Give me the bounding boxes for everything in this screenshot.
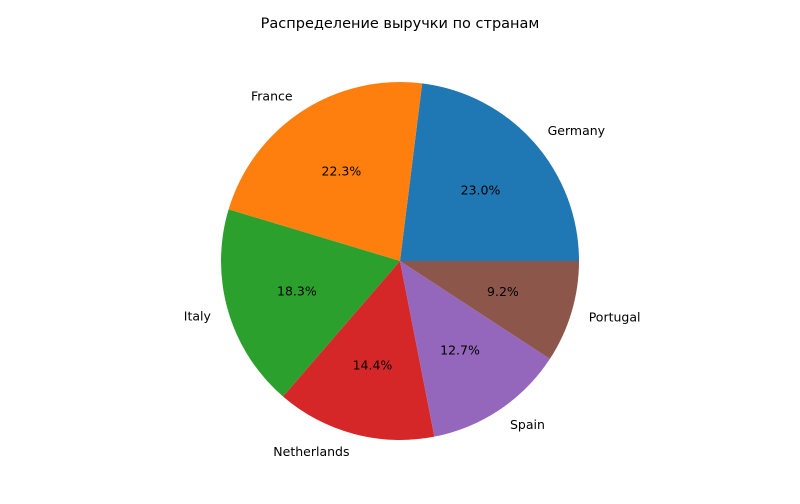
slice-label-france: France <box>251 88 293 103</box>
slice-percent-netherlands: 14.4% <box>353 357 393 372</box>
pie-slice-italy <box>221 209 400 397</box>
slice-label-germany: Germany <box>548 123 606 138</box>
pie-slice-spain <box>400 261 550 437</box>
slice-label-spain: Spain <box>510 417 545 432</box>
slice-label-netherlands: Netherlands <box>273 444 349 459</box>
slice-label-portugal: Portugal <box>589 310 641 325</box>
pie-slices <box>221 82 579 440</box>
slice-percent-germany: 23.0% <box>461 182 501 197</box>
pie-labels: Germany 23.0% France 22.3% Italy 18.3% Netherl… <box>184 88 641 458</box>
pie-slice-netherlands <box>283 261 435 440</box>
slice-percent-france: 22.3% <box>322 163 362 178</box>
pie-slice-portugal <box>400 261 579 359</box>
slice-label-italy: Italy <box>184 308 212 323</box>
slice-percent-portugal: 9.2% <box>487 284 519 299</box>
pie-slice-germany <box>400 83 579 261</box>
slice-percent-italy: 18.3% <box>277 283 317 298</box>
slice-percent-spain: 12.7% <box>440 343 480 358</box>
pie-slice-france <box>228 82 423 261</box>
chart-title: Распределение выручки по странам <box>261 16 540 32</box>
